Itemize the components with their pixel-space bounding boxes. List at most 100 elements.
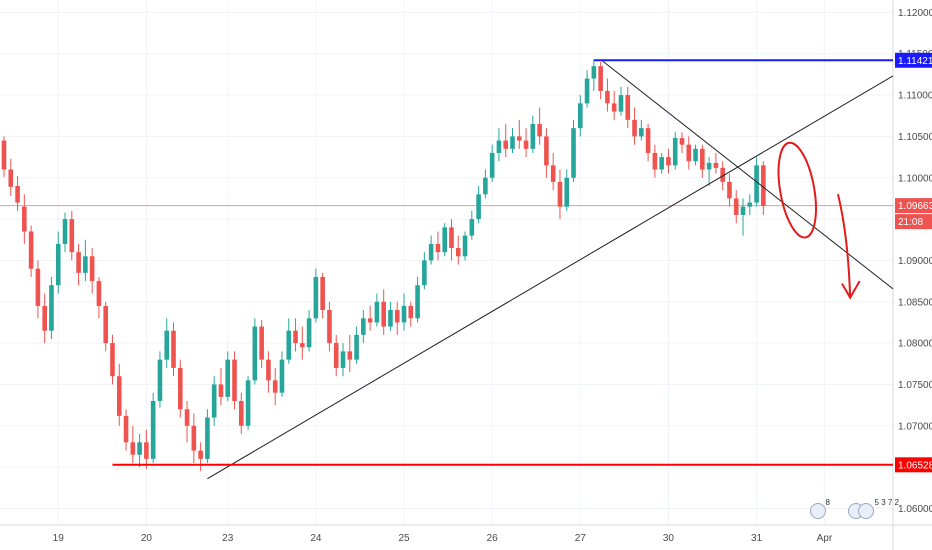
candle-body [598,66,603,91]
price-tick-label: 1.08500 [898,297,932,308]
us-flag-event-icon[interactable]: 8 [810,498,830,519]
candle-body [28,231,34,269]
trendline[interactable] [207,127,805,480]
candle-body [225,359,231,397]
price-tag-box[interactable] [895,52,932,68]
candle-body [218,384,224,397]
price-tag-box[interactable] [895,198,932,214]
candle-body [15,186,20,203]
candle-body [367,318,373,323]
candle-body [150,400,156,459]
candle-body [686,144,692,162]
candle-body [659,157,664,170]
price-tag-label: 1.11421 [898,56,932,67]
candle-body [49,285,54,331]
candle-body [361,318,366,335]
price-tick-label: 1.11000 [898,91,932,102]
candle-body [713,162,719,168]
economic-events-badge-group-1[interactable]: 8 [810,498,830,522]
time-tick-label: 27 [575,533,587,544]
candle-body [401,305,407,323]
candle-body [422,260,427,286]
candle-body [300,343,305,348]
trendline[interactable] [600,59,805,220]
candle-body [8,169,14,187]
candle-body [191,425,197,451]
candle-body [103,305,108,344]
candle-body [550,165,556,182]
candle-body [320,276,325,311]
candle-body [83,256,88,273]
price-tag-box[interactable] [895,214,932,230]
us-flag-event-icon[interactable]: 5 3 7 2 [858,498,899,519]
trendline-extension [803,75,894,129]
price-tick-label: 1.08000 [898,339,932,350]
time-tick-label: 26 [487,533,499,544]
price-tick-label: 1.12000 [898,8,932,19]
candle-body [42,305,47,331]
candle-body [137,442,142,455]
economic-events-badge-group-2[interactable]: 5 3 7 2 [848,498,899,522]
candle-body [388,310,393,327]
candle-body [266,359,271,381]
candle-body [693,148,698,162]
time-tick-label: Apr [817,533,833,544]
event-count: 5 3 7 2 [874,498,899,507]
time-tick-label: 20 [141,533,153,544]
candle-body [733,198,739,215]
candle-body [76,252,81,273]
candle-body [89,256,95,282]
price-tick-label: 1.10500 [898,132,932,143]
candle-body [571,128,576,178]
candle-body [327,310,332,344]
candle-body [469,219,475,236]
candle-body [408,305,414,319]
candle-body [544,136,549,166]
candle-body [591,66,597,79]
candle-body [394,310,400,323]
candle-body [239,400,244,426]
candle-body [700,148,705,170]
candle-body [537,124,542,137]
candle-body [259,326,264,360]
candle-body [435,243,441,253]
candle-body [578,103,583,129]
candle-body [55,243,61,286]
candle-body [252,326,258,381]
annotation-arrow-shaft[interactable] [836,194,852,298]
candle-body [462,235,468,257]
candle-body [740,206,746,215]
price-tag-box[interactable] [895,457,932,473]
price-tick-label: 1.06000 [898,504,932,515]
candle-body [632,119,637,137]
price-tick-label: 1.10000 [898,173,932,184]
candle-body [62,219,68,244]
candle-body [35,268,41,306]
annotation-circle[interactable] [772,140,822,240]
candle-body [455,248,461,257]
candle-body [557,181,563,207]
candle-body [415,285,420,319]
candle-body [22,206,27,232]
candle-body [211,384,217,418]
candle-body [205,417,210,459]
candle-body [340,351,346,368]
candle-body [347,351,353,360]
candle-body [171,330,176,368]
candle-body [164,330,170,360]
candle-body [489,152,495,178]
candle-body [645,128,651,153]
candle-body [706,162,712,170]
candle-body [110,343,115,377]
time-tick-label: 24 [310,533,322,544]
candle-body [523,140,529,149]
candle-body [381,301,386,327]
candle-body [333,343,339,368]
candle-body [510,136,515,149]
candle-body [503,140,509,149]
candle-body [611,103,617,112]
candle-body [198,450,203,459]
candle-body [727,181,732,199]
candle-body [144,442,149,459]
